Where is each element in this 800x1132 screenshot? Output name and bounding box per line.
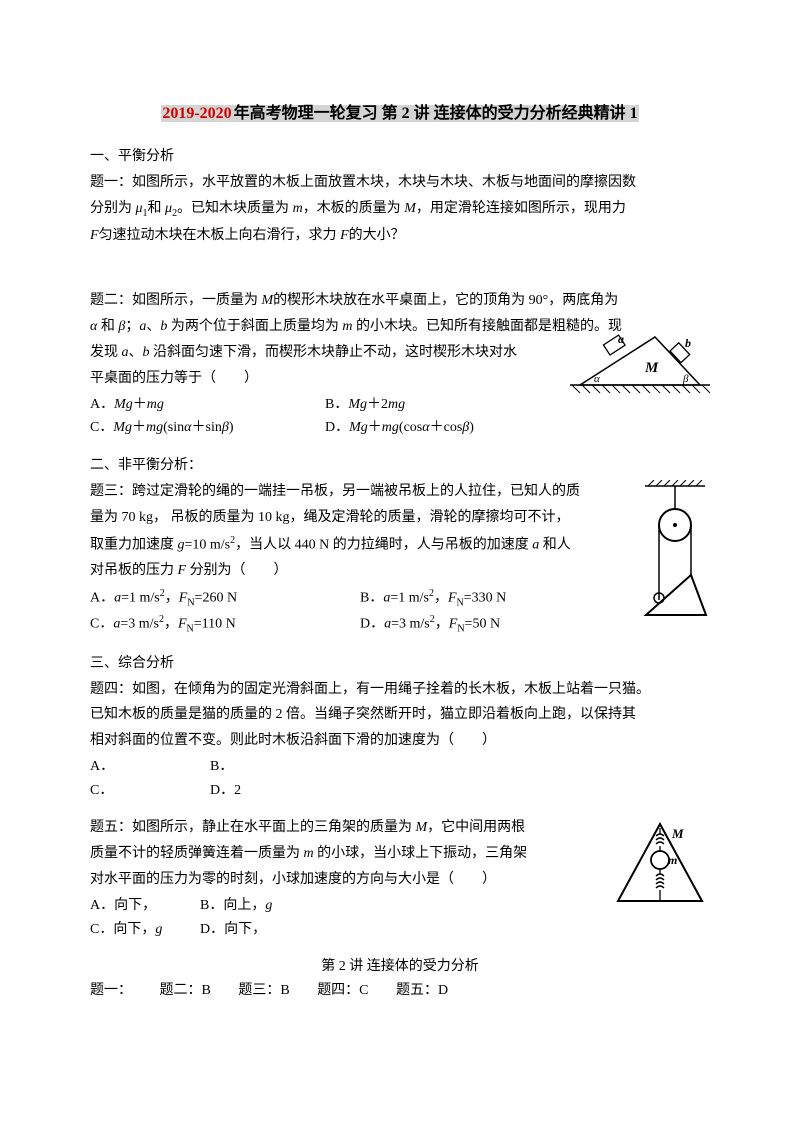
tri-lbl-m: m: [668, 853, 677, 867]
wedge-lbl-alpha: α: [594, 373, 600, 385]
q1-line3: F匀速拉动木块在木板上向右滑行，求力 F的大小？: [90, 224, 710, 248]
q3-line3: 取重力加速度 g=10 m/s2，当人以 440 N 的力拉绳时，人与吊板的加速…: [90, 532, 710, 557]
wedge-lbl-b: b: [685, 336, 691, 350]
sec2-heading: 二、非平衡分析：: [90, 454, 710, 478]
q3-block: 题三：跨过定滑轮的绳的一端挂一吊板，另一端被吊板上的人拉住，已知人的质 量为 7…: [90, 480, 710, 638]
q4-optB: B．: [210, 759, 233, 774]
title-rest: 年高考物理一轮复习 第 2 讲 连接体的受力分析经典精讲 1: [233, 105, 639, 122]
ans4: 题四：C: [317, 979, 368, 1003]
q1-line1: 题一：如图所示，水平放置的木板上面放置木块，木块与木块、木板与地面间的摩擦因数: [90, 171, 710, 195]
q3-line1: 题三：跨过定滑轮的绳的一端挂一吊板，另一端被吊板上的人拉住，已知人的质: [90, 480, 710, 504]
sec3-heading: 三、综合分析: [90, 652, 710, 676]
answers-row: 题一： 题二：B 题三：B 题四：C 题五：D: [90, 979, 710, 1003]
q2-optC: C．Mg＋mg(sinα＋sinβ): [90, 416, 325, 440]
q4-line2: 已知木板的质量是猫的质量的 2 倍。当绳子突然断开时，猫立即沿着板向上跑，以保持…: [90, 703, 710, 727]
q4-line3: 相对斜面的位置不变。则此时木板沿斜面下滑的加速度为（ ）: [90, 729, 710, 753]
doc-title: 2019-2020年高考物理一轮复习 第 2 讲 连接体的受力分析经典精讲 1: [90, 100, 710, 127]
q2-optA: A．Mg＋mg: [90, 393, 325, 417]
q4-options: A．B． C．D．2: [90, 755, 710, 803]
q5-optA: A．向下，: [90, 894, 200, 918]
q2-line1: 题二：如图所示，一质量为 M的楔形木块放在水平桌面上，它的顶角为 90°，两底角…: [90, 289, 710, 313]
ans3: 题三：B: [238, 979, 289, 1003]
q4-optA: A．: [90, 755, 210, 779]
q2-optD: D．Mg＋mg(cosα＋cosβ): [325, 416, 560, 440]
q3-optD: D．a=3 m/s2，FN=50 N: [360, 611, 630, 637]
q3-options: A．a=1 m/s2，FN=260 N B．a=1 m/s2，FN=330 N …: [90, 585, 710, 638]
q4-optD: D．2: [210, 783, 241, 798]
section-1: 一、平衡分析 题一：如图所示，水平放置的木板上面放置木块，木块与木块、木板与地面…: [90, 145, 710, 440]
sec1-heading: 一、平衡分析: [90, 145, 710, 169]
q3-line2: 量为 70 kg， 吊板的质量为 10 kg，绳及定滑轮的质量，滑轮的摩擦均可不…: [90, 506, 710, 530]
wedge-lbl-a: a: [618, 332, 624, 346]
ans2: 题二：B: [160, 979, 211, 1003]
q3-line4: 对吊板的压力 F 分别为（ ）: [90, 559, 710, 583]
section-3: 三、综合分析 题四：如图，在倾角为的固定光滑斜面上，有一用绳子拴着的长木板，木板…: [90, 652, 710, 942]
q2-block: a b M α β 题二：如图所示，一质量为 M的楔形木块放在水平桌面上，它的顶…: [90, 289, 710, 440]
tri-lbl-M: M: [671, 826, 684, 841]
q4-optC: C．: [90, 779, 210, 803]
q3-optC: C．a=3 m/s2，FN=110 N: [90, 611, 360, 637]
wedge-figure: a b M α β: [570, 325, 710, 404]
wedge-lbl-beta: β: [682, 373, 689, 385]
title-year: 2019-2020: [161, 105, 232, 122]
q3-optB: B．a=1 m/s2，FN=330 N: [360, 585, 630, 611]
section-2: 二、非平衡分析：: [90, 454, 710, 638]
q3-optA: A．a=1 m/s2，FN=260 N: [90, 585, 360, 611]
q1-line2: 分别为 μ1和 μ2。已知木块质量为 m，木板的质量为 M，用定滑轮连接如图所示…: [90, 197, 710, 222]
q5-optD: D．向下，: [200, 922, 266, 937]
ans1: 题一：: [90, 979, 132, 1003]
wedge-lbl-M: M: [644, 360, 659, 376]
q5-optB: B．向上，g: [200, 898, 272, 913]
triangle-figure: M m: [610, 816, 710, 920]
pulley-figure: [640, 480, 710, 629]
q5-optC: C．向下，g: [90, 918, 200, 942]
ans5: 题五：D: [396, 979, 448, 1003]
answers-title: 第 2 讲 连接体的受力分析: [90, 955, 710, 979]
q2-optB: B．Mg＋2mg: [325, 393, 560, 417]
q4-line1: 题四：如图，在倾角为的固定光滑斜面上，有一用绳子拴着的长木板，木板上站着一只猫。: [90, 678, 710, 702]
q5-block: M m 题五：如图所示，静止在水平面上的三角架的质量为 M，它中间用两根 质量不…: [90, 816, 710, 941]
